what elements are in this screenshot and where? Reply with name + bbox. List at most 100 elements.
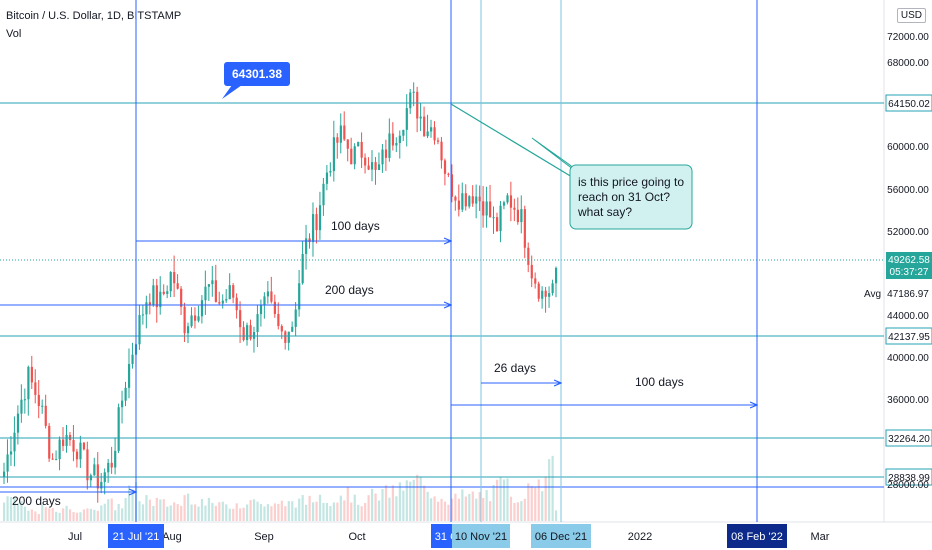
candle-body bbox=[502, 202, 506, 206]
price-level-label: 28838.99 bbox=[888, 473, 930, 484]
candle-body bbox=[468, 196, 471, 207]
volume-bar bbox=[183, 495, 186, 521]
candle-body bbox=[423, 116, 426, 137]
candle-body bbox=[100, 481, 103, 489]
volume-bar bbox=[322, 502, 325, 521]
price-level-label: 42137.95 bbox=[888, 332, 930, 343]
bubble-tail bbox=[222, 85, 242, 99]
candle-body bbox=[454, 196, 457, 201]
candle-body bbox=[384, 149, 388, 158]
volume-bar bbox=[138, 501, 141, 521]
candle-body bbox=[443, 160, 447, 174]
volume-bars bbox=[3, 455, 558, 521]
candle-body bbox=[16, 413, 20, 433]
candle-body bbox=[44, 405, 47, 426]
volume-bar bbox=[169, 505, 172, 521]
candle-body bbox=[489, 201, 492, 218]
volume-bar bbox=[204, 505, 207, 521]
candle-body bbox=[169, 272, 172, 292]
volume-bar bbox=[305, 504, 308, 521]
candle-body bbox=[374, 162, 377, 170]
price-level-tag bbox=[885, 468, 932, 486]
candle-body bbox=[367, 165, 370, 170]
volume-bar bbox=[537, 479, 540, 521]
candle-body bbox=[433, 127, 436, 141]
volume-bar bbox=[454, 493, 457, 521]
candle-body bbox=[259, 305, 263, 315]
volume-bar bbox=[263, 506, 266, 521]
volume-bar bbox=[159, 499, 162, 521]
volume-bar bbox=[291, 501, 294, 521]
volume-bar bbox=[527, 483, 530, 521]
volume-bar bbox=[523, 498, 526, 521]
volume-bar bbox=[381, 489, 384, 521]
candle-body bbox=[336, 137, 339, 143]
volume-bar bbox=[325, 503, 329, 521]
candle-body bbox=[287, 331, 290, 343]
candle-body bbox=[343, 125, 346, 140]
volume-bar bbox=[148, 499, 152, 521]
candle-body bbox=[541, 290, 544, 299]
candle-body bbox=[193, 315, 197, 321]
volume-bar bbox=[211, 502, 214, 521]
volume-bar bbox=[360, 506, 363, 521]
date-highlight-tag bbox=[108, 524, 164, 548]
volume-bar bbox=[65, 505, 68, 521]
candle-body bbox=[114, 450, 117, 468]
volume-bar bbox=[72, 512, 75, 521]
candle-body bbox=[173, 272, 176, 284]
volume-bar bbox=[44, 507, 47, 521]
volume-bar bbox=[110, 498, 113, 521]
last-price-tag bbox=[886, 252, 932, 279]
candle-body bbox=[301, 253, 304, 284]
candle-body bbox=[315, 214, 318, 231]
candle-body bbox=[62, 439, 65, 447]
candle-body bbox=[350, 148, 353, 165]
candle-body bbox=[551, 283, 554, 294]
candle-body bbox=[162, 291, 165, 294]
volume-bar bbox=[461, 489, 464, 521]
candle-body bbox=[218, 302, 221, 304]
candle-body bbox=[509, 195, 513, 208]
volume-bar bbox=[398, 482, 401, 521]
last-price-label: 49262.58 bbox=[888, 255, 930, 266]
volume-bar bbox=[58, 512, 61, 521]
y-tick-label: 52000.00 bbox=[887, 227, 929, 238]
currency-button[interactable]: USD bbox=[896, 8, 926, 23]
candle-body bbox=[499, 205, 502, 232]
candle-body bbox=[48, 425, 51, 459]
volume-bar bbox=[287, 501, 290, 521]
candle-body bbox=[72, 440, 75, 452]
candle-body bbox=[457, 200, 460, 210]
volume-bar bbox=[197, 506, 200, 521]
price-level-tag bbox=[885, 429, 932, 447]
volume-bar bbox=[207, 497, 211, 521]
x-tick-label: Aug bbox=[162, 531, 182, 543]
volume-bar bbox=[155, 497, 158, 521]
candle-body bbox=[273, 301, 276, 314]
volume-bar bbox=[48, 508, 51, 521]
x-tick-label: 2022 bbox=[628, 531, 652, 543]
volume-bar bbox=[489, 501, 492, 521]
candle-body bbox=[9, 451, 13, 455]
annotation-text: 200 days bbox=[12, 494, 61, 508]
volume-bar bbox=[13, 497, 16, 521]
avg-label: Avg bbox=[864, 289, 881, 300]
candle-body bbox=[232, 285, 235, 298]
annotation-text: 26 days bbox=[494, 361, 536, 375]
candle-body bbox=[436, 140, 440, 142]
volume-bar bbox=[34, 511, 37, 521]
volume-bar bbox=[256, 501, 259, 521]
y-tick-label: 36000.00 bbox=[887, 395, 929, 406]
candle-body bbox=[110, 462, 113, 468]
candle-body bbox=[75, 451, 79, 460]
volume-bar bbox=[478, 492, 481, 521]
volume-bar bbox=[433, 496, 436, 521]
candle-body bbox=[461, 193, 464, 210]
volume-bar bbox=[374, 493, 377, 521]
candle-body bbox=[249, 325, 252, 339]
candle-body bbox=[478, 196, 481, 202]
volume-bar bbox=[37, 514, 40, 521]
